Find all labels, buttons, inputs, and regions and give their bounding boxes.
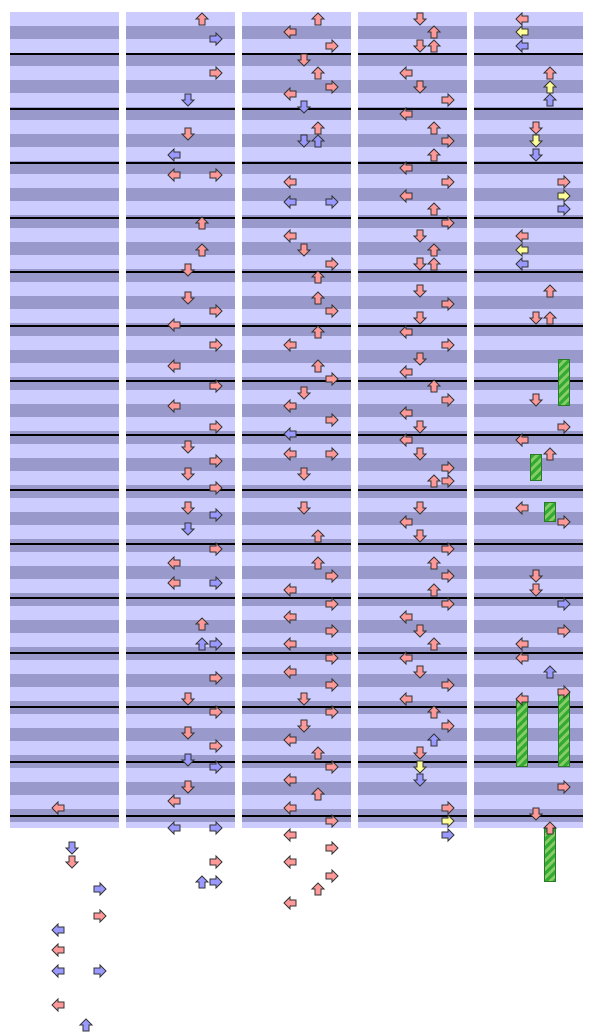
measure-line bbox=[474, 379, 583, 382]
measure-line bbox=[242, 543, 351, 545]
measure-line bbox=[474, 706, 583, 709]
measure-line bbox=[10, 434, 119, 437]
measure-line bbox=[358, 488, 467, 491]
measure-line bbox=[474, 760, 583, 763]
measure-line bbox=[358, 162, 467, 165]
measure-line bbox=[242, 597, 351, 600]
measure-line bbox=[10, 597, 119, 600]
measure-line bbox=[10, 706, 119, 709]
measure-line bbox=[126, 597, 235, 600]
measure-line bbox=[474, 271, 583, 273]
measure-line bbox=[126, 53, 235, 56]
measure-line bbox=[10, 488, 119, 491]
measure-line bbox=[358, 325, 467, 328]
measure-line bbox=[358, 543, 467, 545]
chart-column-4 bbox=[358, 12, 467, 843]
measure-line bbox=[242, 162, 351, 165]
measure-line bbox=[358, 815, 467, 817]
measure-line bbox=[242, 815, 351, 817]
measure-line bbox=[242, 325, 351, 328]
measure-line bbox=[474, 597, 583, 600]
measure-line bbox=[10, 216, 119, 219]
measure-line bbox=[126, 760, 235, 763]
measure-line bbox=[10, 543, 119, 545]
measure-line bbox=[10, 53, 119, 56]
measure-line bbox=[358, 216, 467, 219]
measure-line bbox=[242, 216, 351, 219]
measure-line bbox=[242, 706, 351, 709]
measure-line bbox=[474, 815, 583, 817]
measure-line bbox=[242, 760, 351, 763]
measure-line bbox=[474, 216, 583, 219]
measure-line bbox=[358, 53, 467, 56]
measure-line bbox=[10, 162, 119, 165]
measure-line bbox=[242, 107, 351, 110]
measure-line bbox=[126, 543, 235, 545]
measure-line bbox=[126, 434, 235, 437]
measure-line bbox=[10, 325, 119, 328]
measure-line bbox=[358, 651, 467, 654]
measure-line bbox=[10, 271, 119, 273]
measure-line bbox=[474, 488, 583, 491]
chart-column-2 bbox=[126, 12, 235, 890]
chart-column-5 bbox=[474, 11, 583, 883]
freeze-arrow-up bbox=[544, 828, 556, 883]
measure-line bbox=[126, 271, 235, 273]
measure-line bbox=[126, 488, 235, 491]
measure-line bbox=[474, 543, 583, 545]
freeze-arrow-down bbox=[530, 454, 542, 482]
measure-line bbox=[10, 815, 119, 817]
measure-line bbox=[242, 379, 351, 382]
measure-line bbox=[126, 162, 235, 165]
measure-line bbox=[126, 107, 235, 110]
measure-line bbox=[358, 271, 467, 273]
measure-line bbox=[126, 379, 235, 382]
measure-line bbox=[358, 379, 467, 382]
measure-line bbox=[126, 651, 235, 654]
measure-line bbox=[474, 162, 583, 165]
measure-line bbox=[358, 434, 467, 437]
measure-line bbox=[242, 53, 351, 56]
measure-line bbox=[358, 597, 467, 600]
freeze-arrow-right bbox=[558, 358, 570, 407]
measure-line bbox=[358, 706, 467, 709]
measure-line bbox=[126, 706, 235, 709]
measure-line bbox=[474, 107, 583, 110]
measure-line bbox=[242, 271, 351, 273]
measure-line bbox=[10, 379, 119, 382]
measure-line bbox=[242, 651, 351, 654]
freeze-arrow-right bbox=[558, 692, 570, 767]
measure-line bbox=[474, 434, 583, 437]
measure-line bbox=[474, 651, 583, 654]
measure-line bbox=[10, 107, 119, 110]
measure-line bbox=[474, 325, 583, 328]
measure-line bbox=[10, 760, 119, 763]
measure-line bbox=[358, 107, 467, 110]
chart-column-3 bbox=[242, 12, 351, 911]
chart-viewer bbox=[10, 11, 583, 1032]
freeze-arrow-left bbox=[516, 698, 528, 767]
measure-line bbox=[10, 651, 119, 654]
freeze-arrow-up bbox=[544, 501, 556, 522]
chart-column-1 bbox=[10, 12, 119, 1032]
measure-line bbox=[126, 216, 235, 219]
measure-line bbox=[242, 488, 351, 491]
measure-line bbox=[474, 53, 583, 56]
measure-line bbox=[358, 760, 467, 763]
measure-line bbox=[126, 815, 235, 817]
